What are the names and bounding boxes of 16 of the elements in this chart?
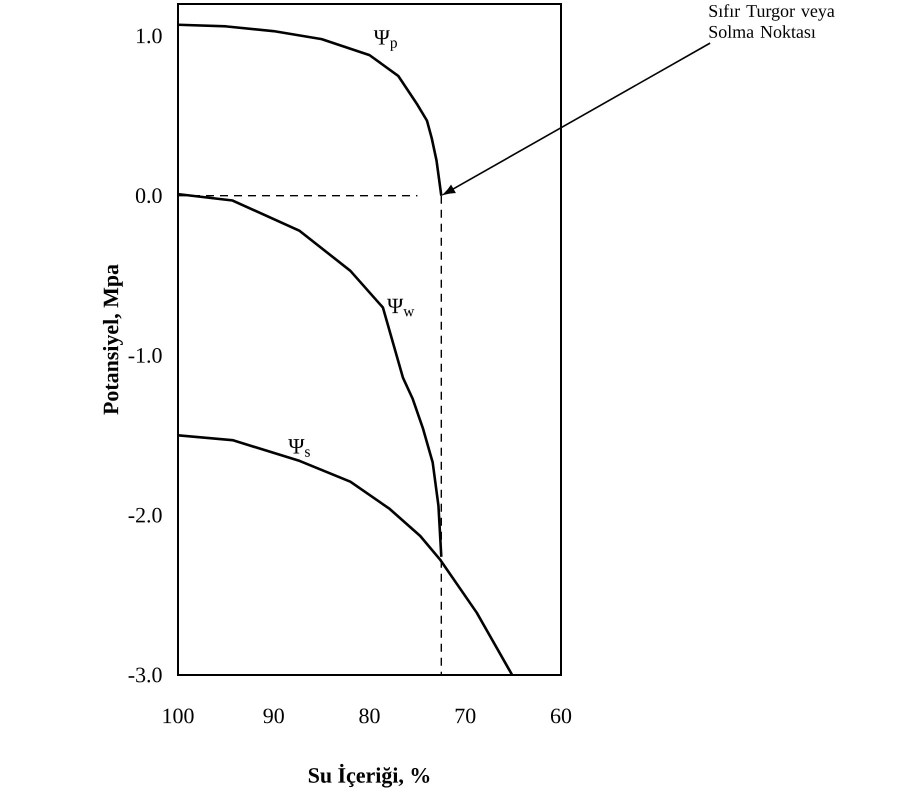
x-axis-title: Su İçeriği, % (308, 764, 430, 788)
y-axis-title: Potansiyel, Mpa (102, 264, 123, 415)
text: Sıfır Turgor veya Solma Noktası (709, 4, 835, 38)
x-tick-label: 60 (550, 708, 572, 724)
series-label: Ψ$_{p}$ (374, 30, 397, 51)
y-tick-label: -3.0 (128, 668, 162, 682)
series-label: Ψ$_{w}$ (387, 298, 414, 316)
x-tick-label: 90 (263, 708, 284, 724)
y-tick-label: -2.0 (128, 508, 162, 523)
y-tick-label: -1.0 (128, 348, 162, 363)
y-tick-label: 1.0 (137, 28, 162, 44)
x-tick-label: 70 (456, 708, 476, 724)
x-tick-label: 100 (163, 708, 194, 724)
y-tick-label: 0.0 (136, 188, 162, 204)
x-tick-label: 80 (359, 708, 380, 724)
series-label: Ψ$_{s}$ (288, 439, 310, 457)
